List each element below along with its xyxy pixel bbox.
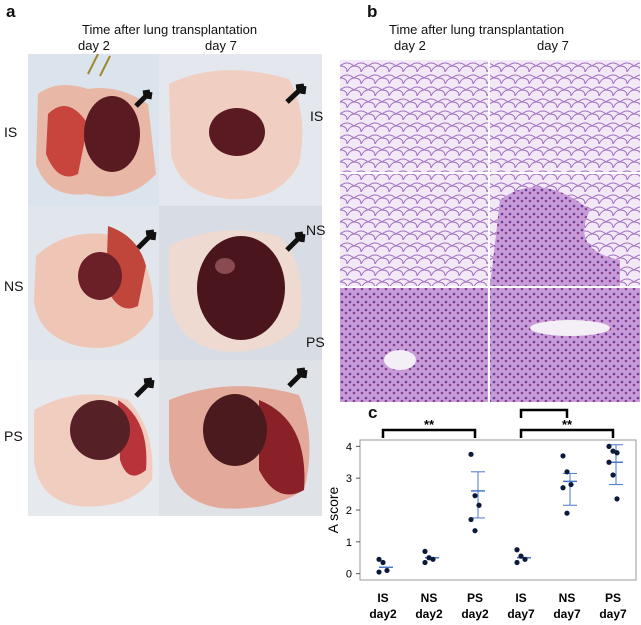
x-tick-label-group: IS: [515, 591, 526, 605]
score-chart: 0 1 2 3 4 A score IS day2 NS day2 PS day2 IS day7 NS da…: [324, 408, 641, 625]
y-tick-label: 2: [346, 505, 352, 517]
x-tick-label-group: NS: [559, 591, 576, 605]
histo-ps-day7: [490, 288, 640, 402]
arrow-icon: [134, 377, 155, 398]
data-point: [568, 481, 574, 488]
photo-ns-day7: [159, 206, 322, 360]
data-point: [422, 548, 428, 554]
data-point: [380, 559, 386, 566]
panel-a-col-day7: day 7: [205, 38, 237, 53]
y-axis-label: A score: [325, 486, 341, 533]
data-point: [560, 453, 566, 459]
plot-frame: [359, 439, 637, 581]
photo-ps-day7: [159, 360, 322, 516]
data-point: [376, 556, 382, 562]
panel-b-col-day7: day 7: [537, 38, 569, 53]
arrow-icon: [134, 89, 153, 108]
x-tick-label-day: day7: [553, 607, 581, 621]
x-tick-label-day: day2: [461, 607, 489, 621]
photo-ps-day2: [28, 360, 159, 516]
data-point: [522, 556, 528, 562]
panel-a-row-ns: NS: [4, 278, 24, 294]
panel-b-row-ns: NS: [306, 222, 326, 238]
panel-b-col-day2: day 2: [394, 38, 426, 53]
data-point: [606, 459, 612, 465]
significance-bracket: [519, 428, 615, 438]
data-point: [564, 469, 570, 475]
photo-is-day7: [159, 54, 322, 206]
data-point: [430, 556, 436, 562]
data-point: [384, 567, 390, 574]
data-point: [610, 472, 616, 478]
photo-ns-day2: [28, 206, 159, 360]
histo-ns-day2: [340, 174, 488, 286]
panel-b-letter: b: [367, 2, 378, 21]
data-point: [610, 448, 616, 454]
panel-b-row-is: IS: [310, 108, 324, 124]
data-point: [564, 510, 570, 516]
data-point: [606, 443, 612, 449]
data-point: [560, 485, 566, 491]
significance-label: **: [424, 417, 435, 432]
data-point: [468, 516, 474, 523]
panel-a-letter: a: [6, 2, 16, 21]
panel-b-header: Time after lung transplantation: [389, 22, 565, 37]
arrow-icon: [285, 83, 307, 104]
histo-is-day7: [490, 60, 640, 172]
significance-bracket: [519, 408, 569, 418]
data-point: [376, 569, 382, 575]
y-tick-label: 4: [346, 441, 352, 453]
panel-c-letter: c: [368, 403, 378, 422]
panel-b-row-ps: PS: [306, 334, 325, 350]
histo-is-day2: [340, 60, 488, 172]
y-tick-label: 3: [346, 473, 352, 485]
data-point: [426, 555, 432, 561]
arrow-icon: [285, 231, 306, 252]
data-point: [468, 451, 474, 457]
significance-label: **: [562, 417, 573, 432]
data-point: [476, 502, 482, 508]
x-tick-label-group: PS: [605, 591, 621, 605]
x-tick-label-day: day2: [415, 607, 443, 621]
data-point: [518, 553, 524, 559]
x-tick-label-day: day7: [599, 607, 627, 621]
x-tick-label-group: NS: [421, 591, 438, 605]
y-tick-label: 0: [346, 569, 352, 581]
x-tick-label-day: day2: [369, 607, 397, 621]
data-point: [614, 496, 620, 502]
arrow-icon: [136, 229, 157, 250]
data-point: [422, 559, 428, 566]
data-point: [514, 547, 520, 553]
data-point: [614, 450, 620, 456]
panel-a-header: Time after lung transplantation: [82, 22, 258, 37]
data-point: [472, 528, 478, 534]
panel-a-row-ps: PS: [4, 428, 23, 444]
y-tick-label: 1: [346, 537, 352, 549]
panel-a-row-is: IS: [4, 124, 18, 140]
x-tick-label-group: PS: [467, 591, 483, 605]
data-point: [514, 559, 520, 566]
significance-label: **: [539, 408, 550, 412]
x-tick-label-day: day7: [507, 607, 535, 621]
significance-bracket: [381, 428, 477, 438]
panel-a-col-day2: day 2: [78, 38, 110, 53]
x-tick-label-group: IS: [377, 591, 388, 605]
photo-is-day2: [28, 54, 159, 206]
arrow-icon: [287, 367, 308, 388]
data-point: [472, 493, 478, 499]
lung-photo-grid: [28, 54, 322, 516]
histo-ps-day2: [340, 288, 488, 402]
histology-grid: [340, 60, 640, 402]
